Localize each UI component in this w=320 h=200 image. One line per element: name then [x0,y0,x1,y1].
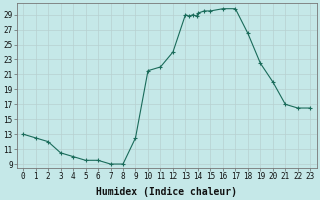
X-axis label: Humidex (Indice chaleur): Humidex (Indice chaleur) [96,186,237,197]
